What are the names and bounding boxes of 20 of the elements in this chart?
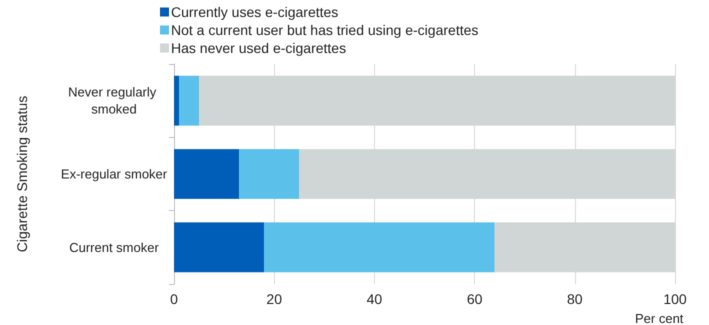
- legend-label: Has never used e-cigarettes: [171, 40, 346, 56]
- y-tick-label: Never regularly smoked: [68, 84, 160, 117]
- x-tick-label: 40: [366, 291, 382, 307]
- y-tick-label: Current smoker: [69, 240, 160, 255]
- x-tick-label: 80: [567, 291, 583, 307]
- bar: [179, 76, 200, 126]
- bar: [174, 149, 240, 199]
- legend-label: Currently uses e-cigarettes: [171, 4, 338, 20]
- y-tick-label: Ex-regular smoker: [60, 166, 168, 182]
- bar: [239, 149, 300, 199]
- bar: [174, 76, 180, 126]
- x-tick-label: 0: [170, 291, 178, 307]
- x-axis-title: Per cent: [635, 311, 684, 325]
- bar: [174, 222, 264, 272]
- legend-label: Not a current user but has tried using e-cigarettes: [171, 22, 478, 38]
- bar: [264, 222, 495, 272]
- x-tick-label: 100: [663, 291, 687, 307]
- y-axis-title: Cigarette Smoking status: [14, 96, 30, 252]
- x-tick-label: 20: [266, 291, 282, 307]
- x-tick-label: 60: [466, 291, 483, 307]
